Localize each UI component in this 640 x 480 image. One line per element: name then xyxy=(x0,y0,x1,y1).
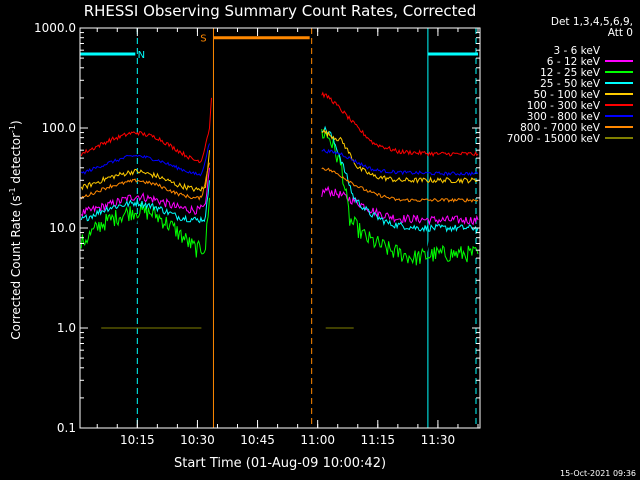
legend-label-3: 25 - 50 keV xyxy=(540,78,601,90)
legend-label-2: 12 - 25 keV xyxy=(540,67,601,79)
chart-title: RHESSI Observing Summary Count Rates, Co… xyxy=(84,2,477,20)
x-tick-label-1: 10:30 xyxy=(180,433,215,447)
legend-label-1: 6 - 12 keV xyxy=(547,56,601,68)
x-tick-label-0: 10:15 xyxy=(120,433,155,447)
y-tick-label-1: 1.0 xyxy=(57,321,76,335)
series-3-segment-0 xyxy=(80,180,210,224)
series-6 xyxy=(80,143,479,177)
series-7 xyxy=(80,162,479,203)
series-6-segment-1 xyxy=(321,148,479,177)
legend-label-7: 800 - 7000 keV xyxy=(520,122,601,134)
series-2-segment-0 xyxy=(80,197,210,258)
x-tick-label-5: 11:30 xyxy=(421,433,456,447)
series-2 xyxy=(80,128,479,266)
series-7-segment-0 xyxy=(80,162,210,201)
flag-label-0: N xyxy=(138,50,145,61)
series-0 xyxy=(100,180,479,261)
legend-label-8: 7000 - 15000 keV xyxy=(507,133,601,145)
series-6-segment-0 xyxy=(80,143,210,177)
series-5-segment-0 xyxy=(80,97,212,164)
series-3 xyxy=(80,125,479,233)
y-axis-label: Corrected Count Rate (s-1 detector-1) xyxy=(8,120,23,339)
y-tick-label-2: 10.0 xyxy=(49,221,76,235)
flag-label-1: S xyxy=(200,34,206,45)
legend-label-6: 300 - 800 keV xyxy=(527,111,601,123)
series-0-segment-1 xyxy=(321,198,479,258)
legend-label-4: 50 - 100 keV xyxy=(533,89,600,101)
x-axis-label: Start Time (01-Aug-09 10:00:42) xyxy=(174,456,386,471)
series-5 xyxy=(80,91,479,164)
x-tick-label-3: 11:00 xyxy=(300,433,335,447)
series-4-segment-1 xyxy=(321,128,479,185)
series-2-segment-1 xyxy=(321,128,479,266)
series-0-segment-0 xyxy=(100,180,210,261)
legend-title-0: Det 1,3,4,5,6,9, xyxy=(551,16,633,28)
legend-title-1: Att 0 xyxy=(608,27,633,39)
y-tick-label-0: 0.1 xyxy=(57,421,76,435)
legend-label-5: 100 - 300 keV xyxy=(527,100,601,112)
series-4 xyxy=(80,128,479,193)
series-4-segment-0 xyxy=(80,150,210,193)
series-1-segment-0 xyxy=(80,167,210,217)
y-tick-label-3: 100.0 xyxy=(42,121,76,135)
series-3-segment-1 xyxy=(321,125,479,233)
series-5-segment-1 xyxy=(321,91,479,158)
footer-date: 15-Oct-2021 09:36 xyxy=(560,469,636,478)
x-tick-label-4: 11:15 xyxy=(360,433,395,447)
series-7-segment-1 xyxy=(321,167,479,203)
x-tick-label-2: 10:45 xyxy=(240,433,275,447)
y-tick-label-4: 1000.0 xyxy=(34,21,76,35)
legend-label-0: 3 - 6 keV xyxy=(553,45,600,57)
